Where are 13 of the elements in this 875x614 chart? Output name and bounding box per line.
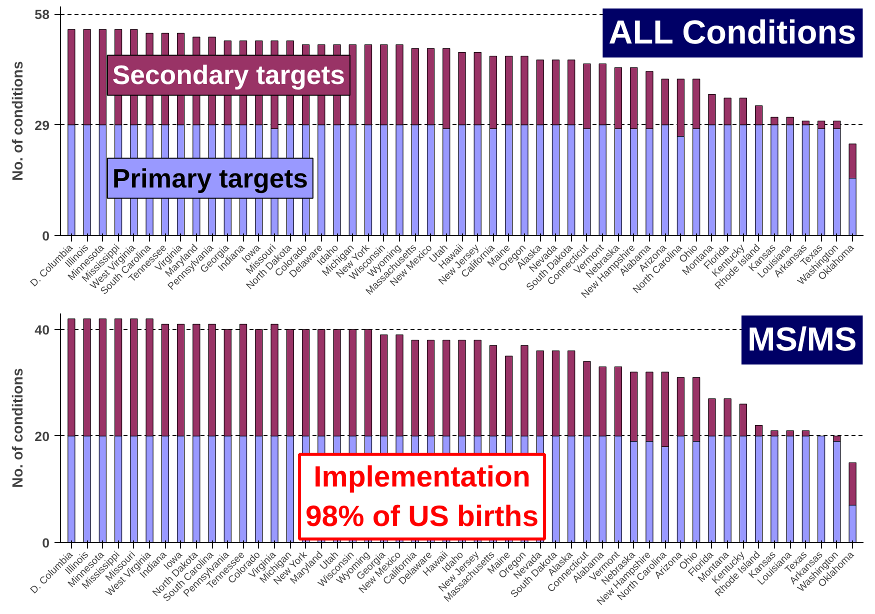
y-tick-label: 20 <box>34 428 50 444</box>
y-axis-title: No. of conditions <box>10 61 27 181</box>
y-axis-title: No. of conditions <box>10 368 27 488</box>
y-tick-label: 29 <box>34 118 50 133</box>
y-tick-label: 58 <box>34 7 50 22</box>
chart-title: ALL Conditions <box>608 14 856 52</box>
series-label: Secondary targets <box>112 60 345 90</box>
y-tick-label: 0 <box>42 536 50 550</box>
annotation: Implementation 98% of US births <box>305 460 539 533</box>
chart-title: MS/MS <box>747 322 857 358</box>
y-tick-label: 40 <box>34 322 50 338</box>
y-tick-label: 0 <box>42 228 50 244</box>
series-label: Primary targets <box>112 163 308 194</box>
